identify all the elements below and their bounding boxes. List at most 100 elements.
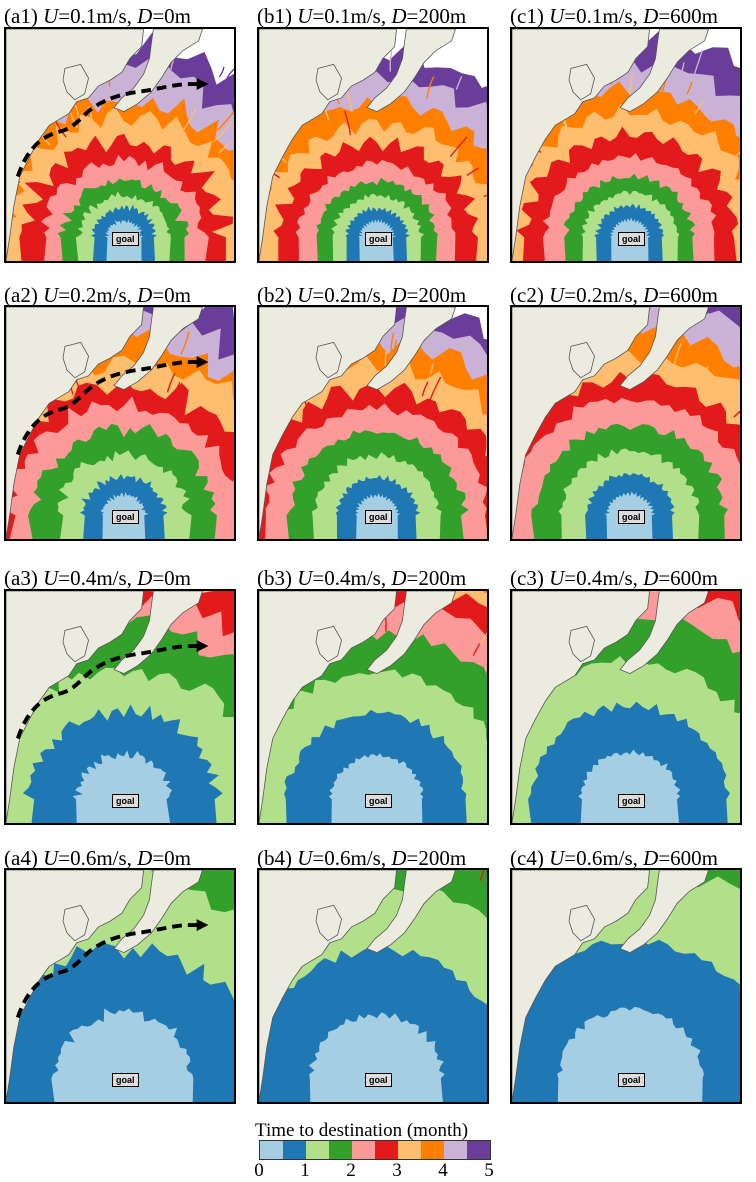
velocity-value: =0.2m/s,: [564, 283, 643, 307]
depth-value: =600m: [658, 4, 718, 28]
legend-title: Time to destination (month): [255, 1120, 468, 1142]
panel-label: (a1): [4, 4, 43, 28]
map-panel-a4: goal: [4, 868, 236, 1104]
panel-title-b4: (b4) U=0.6m/s, D=200m: [257, 846, 466, 870]
depth-value: =600m: [658, 566, 718, 590]
depth-symbol: D: [391, 846, 406, 870]
velocity-value: =0.1m/s,: [564, 4, 643, 28]
legend-swatch-1: [283, 1141, 306, 1159]
panel-label: (b4): [257, 846, 297, 870]
panel-title-c4: (c4) U=0.6m/s, D=600m: [510, 846, 718, 870]
map-panel-b1: goal: [257, 27, 489, 263]
velocity-value: =0.2m/s,: [58, 283, 137, 307]
depth-symbol: D: [643, 283, 658, 307]
goal-marker: goal: [112, 232, 139, 246]
panel-title-c2: (c2) U=0.2m/s, D=600m: [510, 283, 718, 307]
velocity-symbol: U: [43, 4, 58, 28]
goal-marker: goal: [112, 1073, 139, 1087]
legend-swatch-5: [375, 1141, 398, 1159]
depth-value: =200m: [407, 4, 467, 28]
map-panel-a2: goal: [4, 305, 236, 541]
depth-symbol: D: [137, 283, 152, 307]
legend-colorbar: [259, 1140, 491, 1160]
legend-tick-label: 5: [484, 1160, 494, 1182]
legend-swatch-0: [260, 1141, 283, 1159]
panel-label: (b3): [257, 566, 297, 590]
depth-value: =600m: [658, 283, 718, 307]
velocity-value: =0.4m/s,: [312, 566, 391, 590]
legend-swatch-6: [398, 1141, 421, 1159]
panel-label: (b2): [257, 283, 297, 307]
depth-symbol: D: [643, 846, 658, 870]
panel-title-b2: (b2) U=0.2m/s, D=200m: [257, 283, 466, 307]
goal-marker: goal: [112, 794, 139, 808]
legend-tick-label: 1: [300, 1160, 310, 1182]
goal-marker: goal: [618, 232, 645, 246]
velocity-symbol: U: [549, 4, 564, 28]
goal-marker: goal: [618, 794, 645, 808]
velocity-symbol: U: [43, 846, 58, 870]
velocity-value: =0.4m/s,: [58, 566, 137, 590]
panel-title-a4: (a4) U=0.6m/s, D=0m: [4, 846, 191, 870]
depth-value: =200m: [407, 566, 467, 590]
panel-title-a1: (a1) U=0.1m/s, D=0m: [4, 4, 191, 28]
panel-label: (c3): [510, 566, 549, 590]
velocity-value: =0.1m/s,: [58, 4, 137, 28]
velocity-symbol: U: [297, 566, 312, 590]
velocity-value: =0.2m/s,: [312, 283, 391, 307]
legend-swatch-7: [421, 1141, 444, 1159]
depth-symbol: D: [643, 4, 658, 28]
panel-title-a2: (a2) U=0.2m/s, D=0m: [4, 283, 191, 307]
depth-symbol: D: [137, 566, 152, 590]
panel-label: (a3): [4, 566, 43, 590]
map-panel-b4: goal: [257, 868, 489, 1104]
velocity-symbol: U: [549, 846, 564, 870]
depth-value: =0m: [152, 846, 191, 870]
velocity-symbol: U: [297, 846, 312, 870]
goal-marker: goal: [365, 1073, 392, 1087]
legend-swatch-8: [444, 1141, 467, 1159]
panel-label: (c1): [510, 4, 549, 28]
panel-title-c1: (c1) U=0.1m/s, D=600m: [510, 4, 718, 28]
depth-value: =0m: [152, 566, 191, 590]
goal-marker: goal: [365, 232, 392, 246]
map-panel-a1: goal: [4, 27, 236, 263]
depth-symbol: D: [391, 4, 406, 28]
panel-label: (b1): [257, 4, 297, 28]
map-panel-c2: goal: [510, 305, 742, 541]
velocity-value: =0.6m/s,: [58, 846, 137, 870]
depth-value: =0m: [152, 283, 191, 307]
map-panel-b2: goal: [257, 305, 489, 541]
legend-swatch-3: [329, 1141, 352, 1159]
map-panel-c1: goal: [510, 27, 742, 263]
panel-title-c3: (c3) U=0.4m/s, D=600m: [510, 566, 718, 590]
depth-symbol: D: [643, 566, 658, 590]
depth-symbol: D: [137, 4, 152, 28]
legend-swatch-4: [352, 1141, 375, 1159]
depth-value: =200m: [407, 846, 467, 870]
goal-marker: goal: [618, 1073, 645, 1087]
velocity-value: =0.1m/s,: [312, 4, 391, 28]
legend-tick-label: 4: [438, 1160, 448, 1182]
velocity-value: =0.4m/s,: [564, 566, 643, 590]
panel-title-b1: (b1) U=0.1m/s, D=200m: [257, 4, 466, 28]
goal-marker: goal: [112, 510, 139, 524]
panel-label: (a2): [4, 283, 43, 307]
panel-title-a3: (a3) U=0.4m/s, D=0m: [4, 566, 191, 590]
panel-label: (c2): [510, 283, 549, 307]
legend-tick-label: 3: [392, 1160, 402, 1182]
depth-symbol: D: [137, 846, 152, 870]
map-panel-b3: goal: [257, 589, 489, 825]
velocity-symbol: U: [43, 566, 58, 590]
map-panel-c4: goal: [510, 868, 742, 1104]
panel-label: (a4): [4, 846, 43, 870]
velocity-value: =0.6m/s,: [564, 846, 643, 870]
depth-symbol: D: [391, 283, 406, 307]
velocity-symbol: U: [297, 283, 312, 307]
velocity-symbol: U: [549, 566, 564, 590]
goal-marker: goal: [365, 510, 392, 524]
legend-tick-label: 0: [254, 1160, 264, 1182]
panel-label: (c4): [510, 846, 549, 870]
trajectory-streak: [385, 352, 386, 366]
depth-symbol: D: [391, 566, 406, 590]
